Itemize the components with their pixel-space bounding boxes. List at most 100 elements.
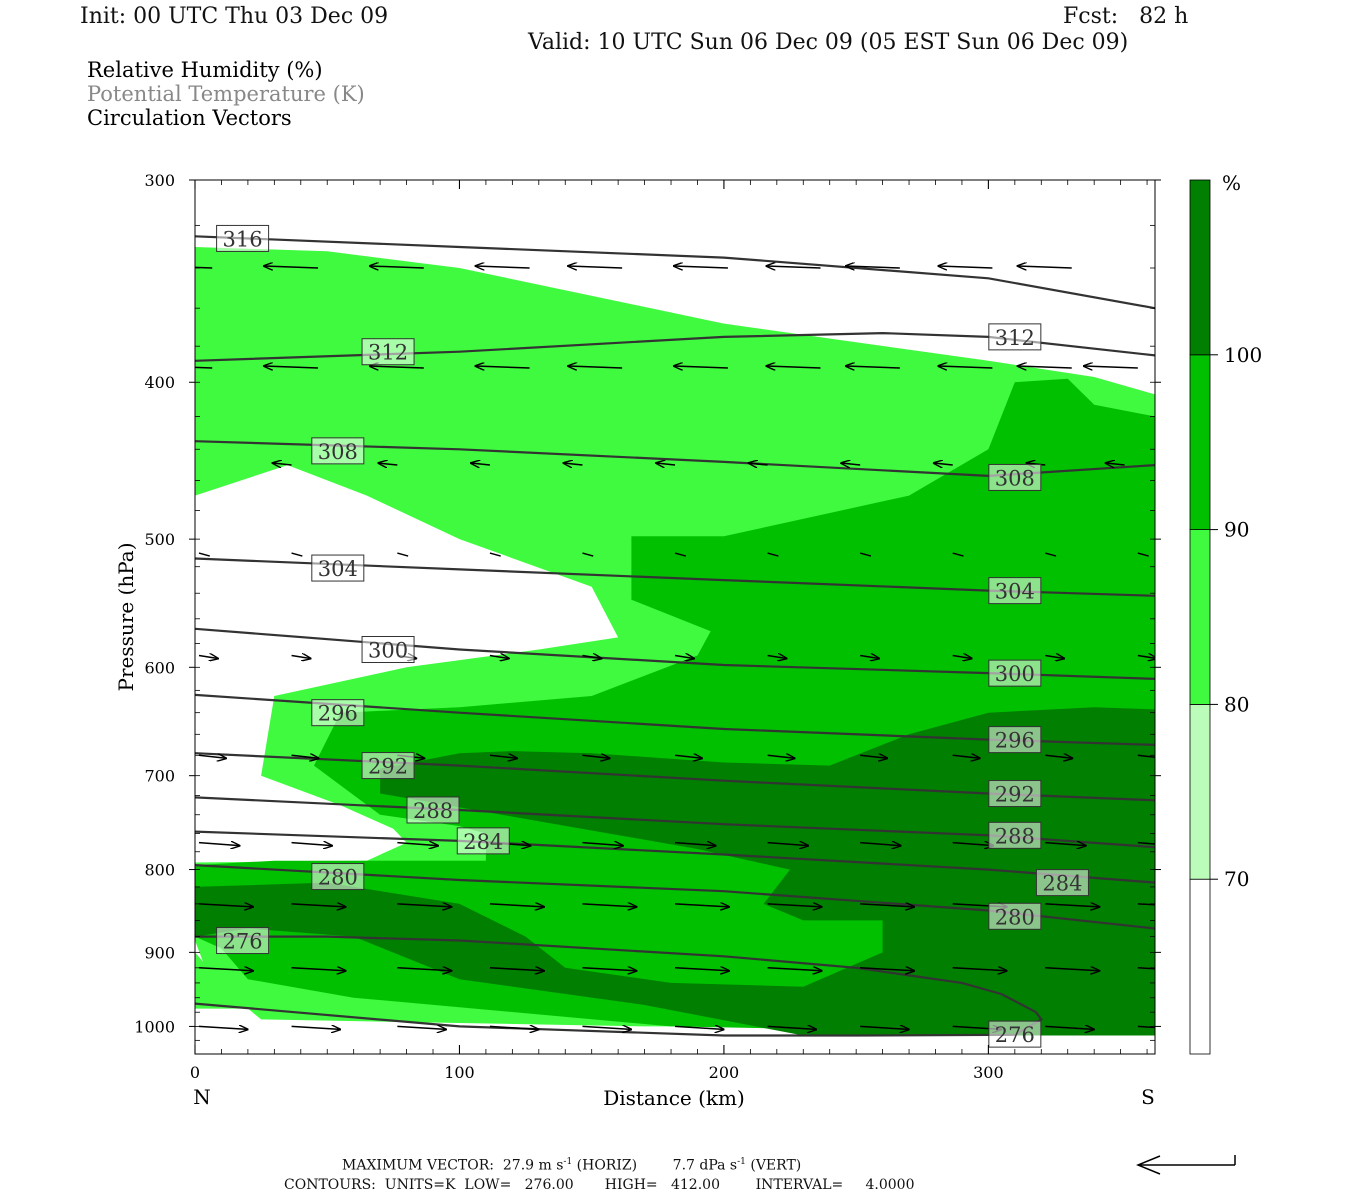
theta-label-284-16: 284 <box>1035 869 1089 897</box>
circulation-vector <box>291 1026 341 1029</box>
circulation-vector <box>471 463 490 465</box>
circulation-vector <box>264 266 319 268</box>
svg-text:284: 284 <box>463 830 503 854</box>
svg-text:296: 296 <box>318 702 358 726</box>
colorbar-swatch <box>1189 179 1211 356</box>
circulation-vector <box>582 755 609 758</box>
theta-contour-308 <box>195 440 1155 478</box>
circulation-vector <box>489 755 517 758</box>
theta-label-296-10: 296 <box>988 726 1042 754</box>
circulation-vector <box>1045 904 1099 907</box>
circulation-vector <box>674 755 702 758</box>
circulation-vector <box>198 1026 248 1029</box>
circulation-vector <box>846 266 900 268</box>
max-vector-note: MAXIMUM VECTOR: 27.9 m s-1 (HORIZ) 7.7 d… <box>342 1157 802 1174</box>
theta-contour-316 <box>195 235 1155 310</box>
circulation-vector <box>767 1026 817 1029</box>
valid-time: Valid: 10 UTC Sun 06 Dec 09 (05 EST Sun … <box>528 30 1129 55</box>
circulation-vector <box>370 266 424 268</box>
theta-label-288-14: 288 <box>988 821 1042 849</box>
circulation-vector <box>860 843 901 846</box>
y-tick-label: 500 <box>144 530 175 549</box>
circulation-vector <box>198 843 240 846</box>
theta-label-layer: 3163123123083083043043003002962962922922… <box>216 224 1089 1048</box>
circulation-vector <box>291 904 346 907</box>
circulation-vector <box>1045 1026 1094 1029</box>
theta-label-288-13: 288 <box>406 796 460 824</box>
theta-contour-layer <box>195 235 1155 1037</box>
circulation-vector <box>846 366 900 368</box>
svg-text:284: 284 <box>1042 872 1082 896</box>
contours-note: CONTOURS: UNITS=K LOW= 276.00 HIGH= 412.… <box>284 1177 915 1193</box>
circulation-vector <box>860 968 914 971</box>
circulation-vector <box>656 463 676 465</box>
circulation-vector <box>1045 755 1072 758</box>
circulation-vector <box>674 904 729 907</box>
circulation-vector <box>1137 552 1149 557</box>
circulation-vector <box>674 843 716 846</box>
north-end-label: N <box>193 1085 211 1109</box>
circulation-vector <box>1137 655 1155 658</box>
circulation-vector <box>1018 366 1072 368</box>
colorbar-label: 80 <box>1224 692 1249 716</box>
circulation-vector <box>397 552 409 557</box>
circulation-vector <box>952 655 972 658</box>
circulation-vector <box>489 655 509 658</box>
theta-label-296-9: 296 <box>311 699 365 727</box>
circulation-vector <box>291 655 311 658</box>
circulation-vector <box>1045 843 1086 846</box>
circulation-vector <box>291 755 319 758</box>
svg-text:288: 288 <box>413 799 453 823</box>
theta-label-304-5: 304 <box>311 554 365 582</box>
variable-legend: Relative Humidity (%) Potential Temperat… <box>87 58 365 130</box>
circulation-vector <box>1137 1025 1155 1029</box>
plot-frame <box>194 179 1156 1055</box>
colorbar-swatch <box>1189 529 1211 705</box>
circulation-vector <box>860 655 879 658</box>
circulation-vector <box>582 968 636 971</box>
circulation-vector <box>1137 841 1155 845</box>
circulation-vector <box>860 1026 909 1029</box>
y-tick-label: 900 <box>144 943 175 962</box>
theta-contour-276 <box>195 935 1043 1037</box>
svg-text:280: 280 <box>318 866 358 890</box>
theta-label-316-0: 316 <box>216 224 270 252</box>
theta-label-280-18: 280 <box>988 902 1042 930</box>
theta-label-304-6: 304 <box>988 577 1042 605</box>
theta-label-284-15: 284 <box>456 827 510 855</box>
colorbar-label: 90 <box>1224 518 1249 542</box>
circulation-vector <box>489 1026 539 1029</box>
circulation-vector <box>767 655 787 658</box>
circulation-vector <box>952 552 964 557</box>
y-tick-label: 600 <box>144 658 175 677</box>
circulation-vector <box>674 968 729 971</box>
circulation-vector <box>1018 266 1072 268</box>
circulation-vector <box>952 843 994 846</box>
svg-text:304: 304 <box>318 557 358 581</box>
circulation-vector <box>1045 655 1064 658</box>
svg-text:280: 280 <box>995 905 1035 929</box>
theta-label-292-11: 292 <box>361 752 415 780</box>
circulation-vector <box>674 655 694 658</box>
circulation-vector <box>1045 552 1057 557</box>
vectors-variable-label: Circulation Vectors <box>87 106 292 130</box>
rh-region-80-1 <box>195 952 314 1009</box>
circulation-vector <box>198 655 218 658</box>
x-tick-label: 300 <box>973 1063 1004 1082</box>
circulation-vector <box>195 366 213 369</box>
init-time: Init: 00 UTC Thu 03 Dec 09 <box>80 4 389 29</box>
theta-variable-label: Potential Temperature (K) <box>87 82 365 106</box>
svg-text:300: 300 <box>368 639 408 663</box>
svg-text:308: 308 <box>995 466 1035 490</box>
reference-vector <box>1136 1155 1236 1175</box>
circulation-vector <box>674 366 728 368</box>
circulation-vector <box>291 843 333 846</box>
colorbar: 70 80 90 100% <box>1189 171 1262 1055</box>
colorbar-swatch <box>1189 354 1211 530</box>
circulation-vector <box>934 463 953 465</box>
forecast-hour: Fcst: 82 h <box>1063 4 1189 29</box>
circulation-vector <box>1137 903 1155 906</box>
svg-text:292: 292 <box>368 755 408 779</box>
south-end-label: S <box>1141 1085 1155 1109</box>
